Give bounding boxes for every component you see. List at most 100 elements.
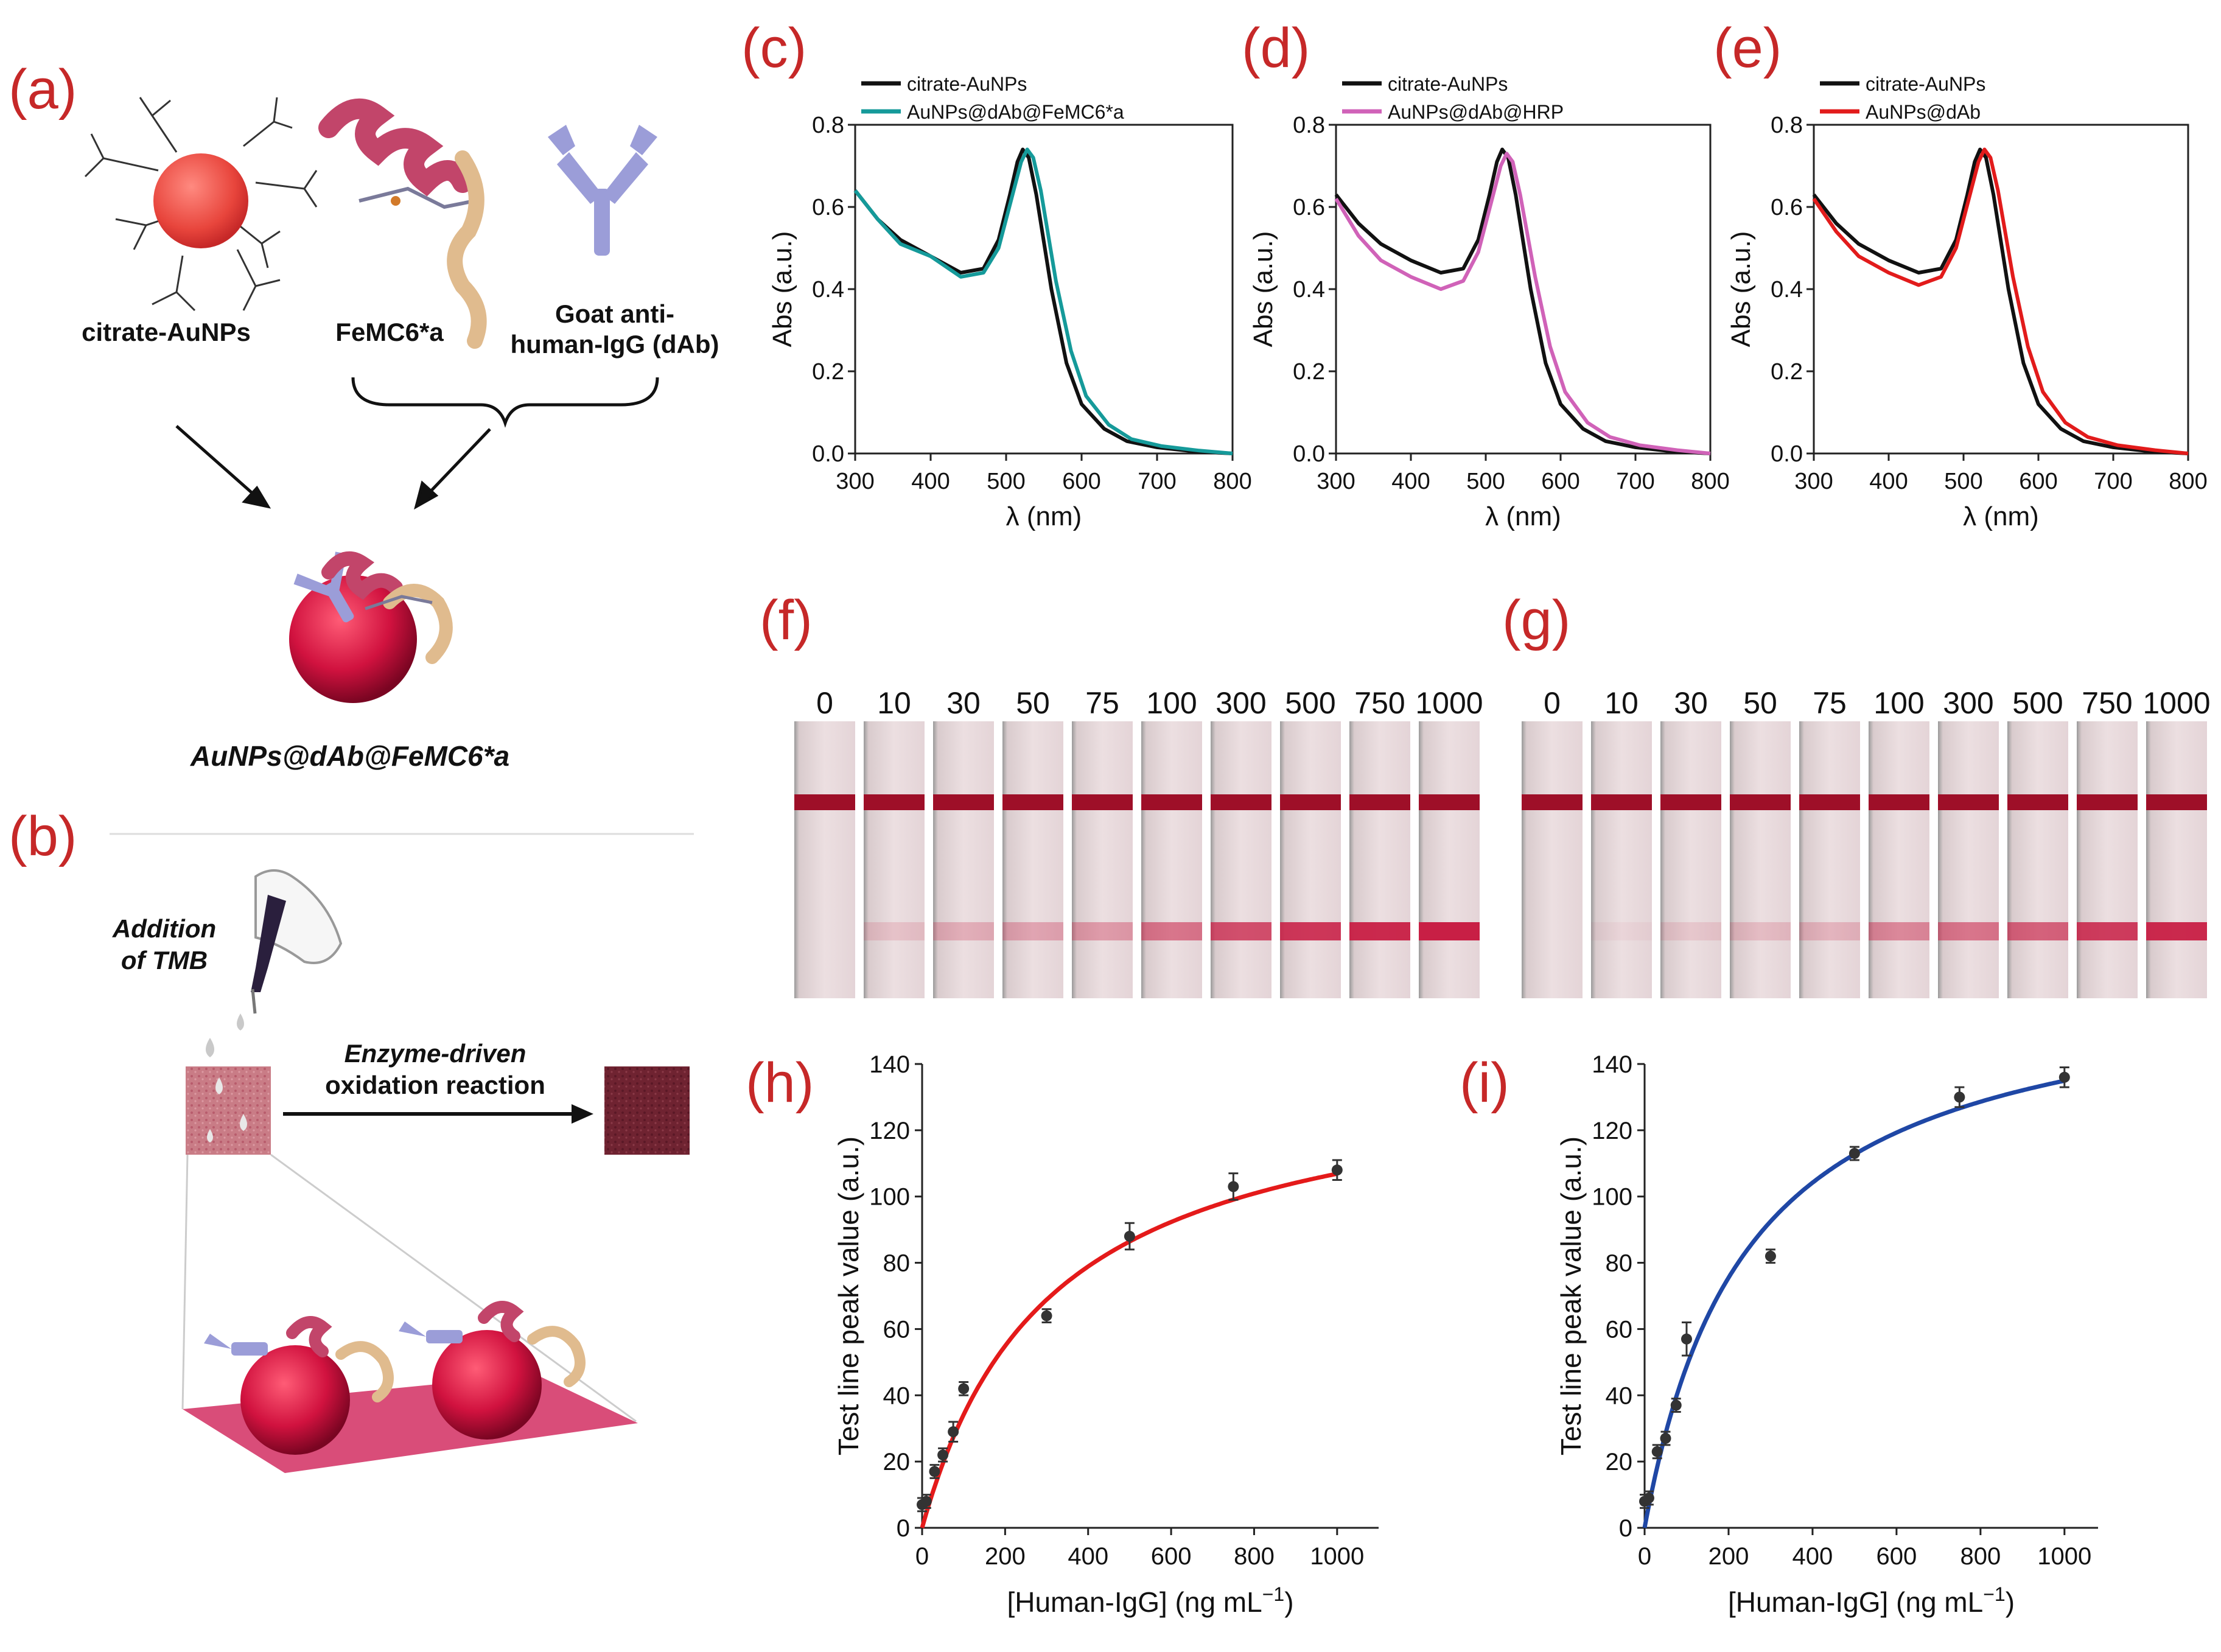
strip-concentration-label: 1000 [2142, 686, 2210, 720]
x-tick-label: 0 [1638, 1543, 1651, 1570]
plot-frame [854, 124, 1234, 455]
panel-a: (a) citrate-AuNPs FeMC6*a Goat anti- hum… [9, 58, 719, 772]
data-point [1954, 1091, 1965, 1103]
tmb-drops [206, 1013, 244, 1057]
y-axis-label: Test line peak value (a.u.) [833, 1136, 864, 1455]
conjugate-label: AuNPs@dAb@FeMC6*a [190, 740, 509, 772]
x-tick-label: 400 [911, 469, 950, 494]
x-axis-label-end: ) [2006, 1586, 2015, 1618]
test-strip [1730, 721, 1791, 998]
test-line [864, 922, 925, 940]
test-strip [1072, 721, 1133, 998]
citrate-aunp-label: citrate-AuNPs [82, 318, 251, 346]
chart-calibration-h: 0 200 400 600 800 1000 0 20 40 60 80 100 120 140 [Huma… [833, 1051, 1379, 1618]
strip-concentration-label: 1000 [1415, 686, 1483, 720]
control-line [1799, 794, 1860, 810]
data-point [1228, 1181, 1239, 1192]
x-axis-label: λ (nm) [1485, 502, 1561, 531]
series-line-0 [853, 147, 1233, 455]
x-tick-label: 200 [985, 1543, 1026, 1570]
legend-label: AuNPs@dAb [1866, 101, 1981, 123]
data-point [1765, 1250, 1776, 1262]
test-strip [1141, 721, 1202, 998]
control-line [1730, 794, 1791, 810]
control-line [1072, 794, 1133, 810]
x-tick-label: 600 [1062, 469, 1100, 494]
data-point [1660, 1433, 1671, 1444]
test-line [1002, 922, 1063, 940]
test-line [1211, 922, 1271, 940]
test-line [1349, 922, 1410, 940]
y-tick-label: 0.0 [1771, 441, 1803, 467]
femc-graphic [318, 98, 487, 349]
strip-concentration-label: 500 [1285, 686, 1335, 720]
strip-concentration-label: 75 [1085, 686, 1119, 720]
panel-letter-f: (f) [760, 589, 813, 651]
test-strip [933, 721, 994, 998]
test-strip [1799, 721, 1860, 998]
citrate-aunp-sphere [153, 153, 248, 248]
test-line [1280, 922, 1341, 940]
test-strip [1211, 721, 1271, 998]
x-axis-label-superscript: −1 [1983, 1583, 2005, 1605]
test-strip [1419, 721, 1480, 998]
strip-concentration-label: 100 [1873, 686, 1924, 720]
tmb-label-line1: Addition [112, 914, 216, 943]
x-tick-label: 500 [1944, 469, 1982, 494]
x-tick-label: 800 [2169, 469, 2207, 494]
series-line-1 [1334, 152, 1711, 455]
pipette-hand-icon [251, 869, 343, 1014]
x-tick-label: 300 [1317, 469, 1355, 494]
strip-concentration-label: 100 [1146, 686, 1197, 720]
strip-concentration-label: 500 [2012, 686, 2063, 720]
y-tick-label: 100 [869, 1184, 910, 1211]
control-line [1349, 794, 1410, 810]
paper-before [186, 1066, 271, 1155]
panel-letter-c: (c) [741, 17, 806, 79]
chart-uv-vis-dab: 300 400 500 600 700 800 0.0 0.2 0.4 0.6 0.8 λ (nm) A… [1726, 73, 2208, 531]
control-line [1522, 794, 1583, 810]
strip-concentration-label: 750 [2082, 686, 2132, 720]
x-tick-label: 800 [1960, 1543, 2001, 1570]
series-line-0 [1812, 147, 2189, 455]
strip-concentration-label: 0 [1544, 686, 1561, 720]
y-tick-label: 0 [897, 1515, 910, 1542]
legend-label: citrate-AuNPs [1388, 73, 1508, 95]
test-line [2146, 922, 2207, 940]
control-line [1002, 794, 1063, 810]
x-tick-label: 600 [1876, 1543, 1917, 1570]
test-line [1419, 922, 1480, 940]
control-line [1660, 794, 1721, 810]
control-line [1141, 794, 1202, 810]
panel-letter-g: (g) [1502, 589, 1570, 651]
x-tick-label: 700 [1138, 469, 1176, 494]
legend-label: citrate-AuNPs [1866, 73, 1985, 95]
x-tick-label: 200 [1709, 1543, 1749, 1570]
test-strip [1938, 721, 1999, 998]
x-tick-label: 800 [1691, 469, 1729, 494]
x-tick-label: 400 [1793, 1543, 1833, 1570]
legend-label: AuNPs@dAb@HRP [1388, 101, 1564, 123]
y-tick-label: 80 [1606, 1250, 1633, 1277]
y-tick-label: 0.2 [1293, 359, 1325, 385]
y-tick-label: 0.4 [1293, 277, 1325, 303]
panel-letter-e: (e) [1713, 17, 1782, 79]
tmb-label-line2: of TMB [121, 946, 208, 975]
x-tick-label: 700 [2094, 469, 2132, 494]
y-tick-label: 0.8 [812, 113, 844, 138]
test-line [2007, 922, 2068, 940]
strip-concentration-label: 750 [1354, 686, 1405, 720]
data-point [1331, 1164, 1343, 1176]
strip-concentration-label: 50 [1016, 686, 1050, 720]
x-tick-label: 600 [2019, 469, 2057, 494]
test-line [2077, 922, 2138, 940]
data-point [958, 1383, 970, 1395]
x-tick-label: 800 [1213, 469, 1251, 494]
y-axis-label: Abs (a.u.) [768, 231, 797, 348]
control-line [2077, 794, 2138, 810]
test-strip [1349, 721, 1410, 998]
control-line [864, 794, 925, 810]
test-strip [794, 721, 855, 998]
test-line [933, 922, 994, 940]
chart-calibration-i: 0 200 400 600 800 1000 0 20 40 60 80 100 120 140 [Huma… [1555, 1051, 2098, 1618]
